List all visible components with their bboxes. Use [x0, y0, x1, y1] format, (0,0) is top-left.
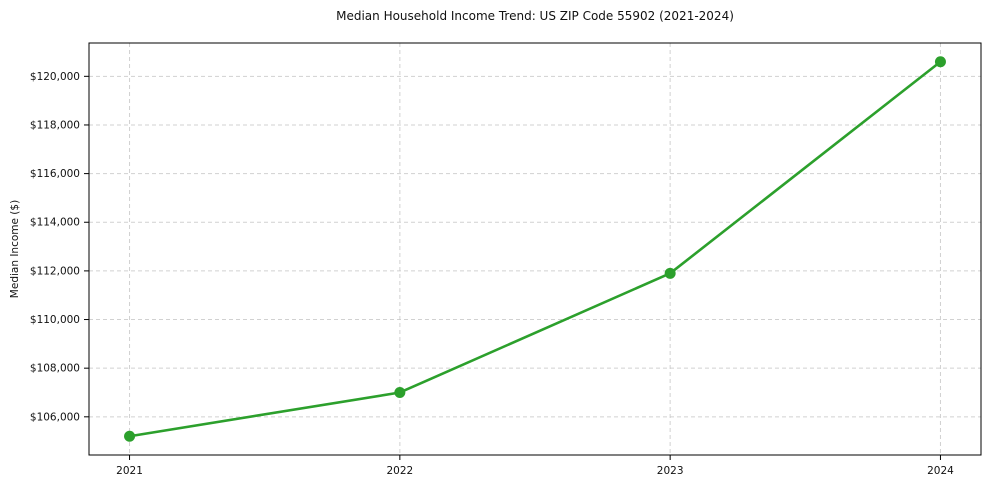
x-tick-label: 2022	[386, 465, 413, 477]
data-point	[664, 267, 676, 279]
y-tick-label: $112,000	[30, 265, 80, 277]
y-tick-label: $110,000	[30, 314, 80, 326]
x-tick-label: 2021	[116, 465, 143, 477]
data-point	[124, 430, 136, 442]
y-tick-label: $106,000	[30, 411, 80, 423]
trend-line	[128, 60, 942, 438]
y-tick-label: $120,000	[30, 71, 80, 83]
y-tick-label: $118,000	[30, 119, 80, 131]
chart-title: Median Household Income Trend: US ZIP Co…	[336, 9, 734, 23]
data-point	[394, 386, 406, 398]
y-tick-label: $116,000	[30, 168, 80, 180]
y-tick-label: $108,000	[30, 363, 80, 375]
data-point	[934, 56, 946, 68]
y-tick-label: $114,000	[30, 217, 80, 229]
x-tick-label: 2023	[657, 465, 684, 477]
plot-frame	[88, 42, 982, 456]
x-tick-label: 2024	[927, 465, 954, 477]
